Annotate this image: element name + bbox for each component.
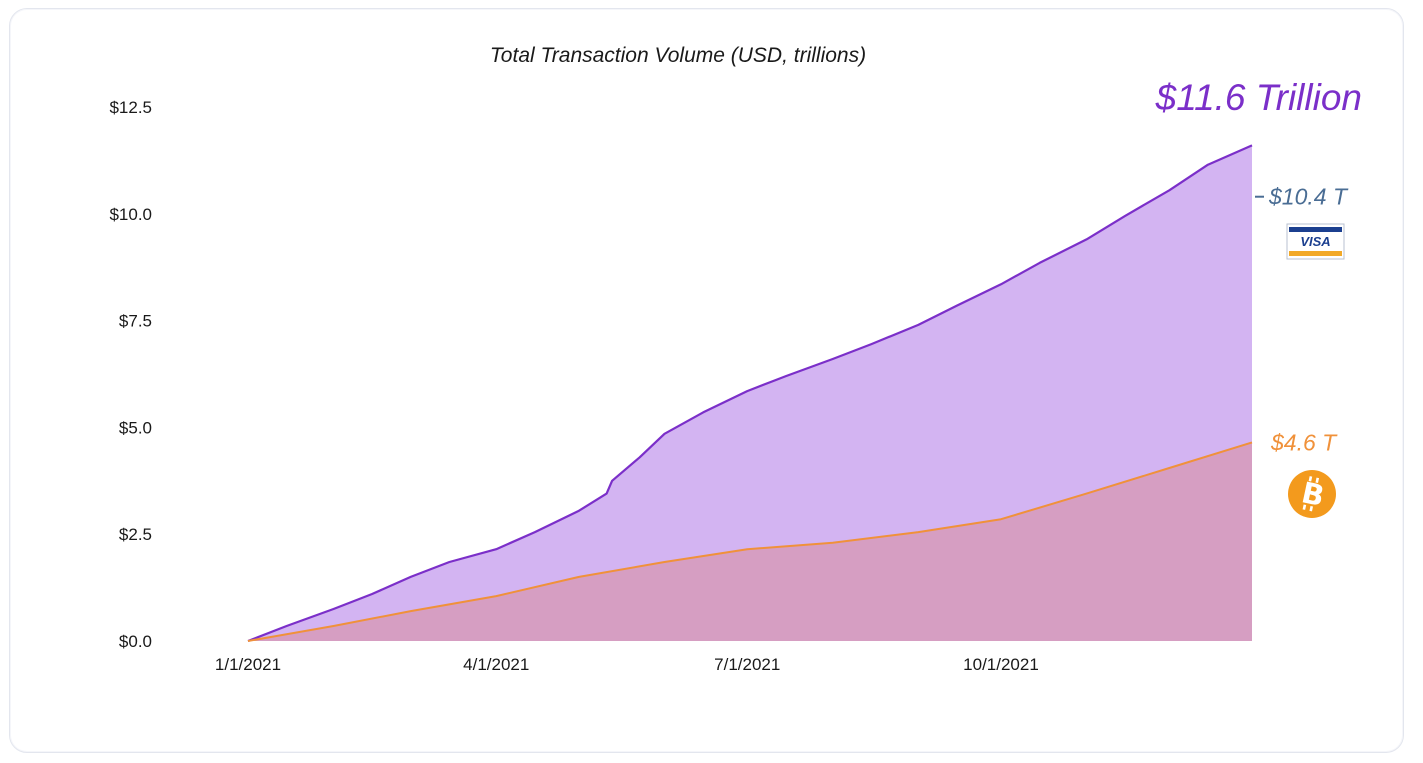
- x-tick-label: 7/1/2021: [714, 655, 780, 674]
- chart-title: Total Transaction Volume (USD, trillions…: [490, 44, 866, 67]
- svg-text:VISA: VISA: [1300, 234, 1330, 249]
- y-axis: $0.0 $2.5 $5.0 $7.5 $10.0 $12.5: [109, 98, 152, 651]
- visa-marker: $10.4 T VISA: [1255, 184, 1349, 260]
- y-tick-label: $7.5: [119, 312, 152, 331]
- bitcoin-volume-line: [247, 441, 1253, 642]
- bitcoin-volume-area: [248, 442, 1252, 641]
- visa-end-label: $10.4 T: [1268, 184, 1349, 210]
- x-tick-label: 10/1/2021: [963, 655, 1039, 674]
- headline-total: $11.6 Trillion: [1155, 77, 1362, 118]
- y-tick-label: $10.0: [109, 205, 152, 224]
- visa-card-icon: VISA: [1286, 223, 1345, 260]
- x-axis: 1/1/2021 4/1/2021 7/1/2021 10/1/2021: [215, 655, 1039, 674]
- total-volume-area: [248, 145, 1252, 641]
- bitcoin-icon: B: [1288, 470, 1336, 518]
- y-tick-label: $12.5: [109, 98, 152, 117]
- plot-area: [247, 144, 1253, 643]
- y-tick-label: $0.0: [119, 632, 152, 651]
- bitcoin-end-label: $4.6 T: [1270, 429, 1338, 455]
- y-tick-label: $2.5: [119, 525, 152, 544]
- bitcoin-marker: $4.6 T B: [1270, 429, 1338, 518]
- y-tick-label: $5.0: [119, 418, 152, 437]
- total-volume-line: [247, 144, 1253, 643]
- x-tick-label: 4/1/2021: [463, 655, 529, 674]
- x-tick-label: 1/1/2021: [215, 655, 281, 674]
